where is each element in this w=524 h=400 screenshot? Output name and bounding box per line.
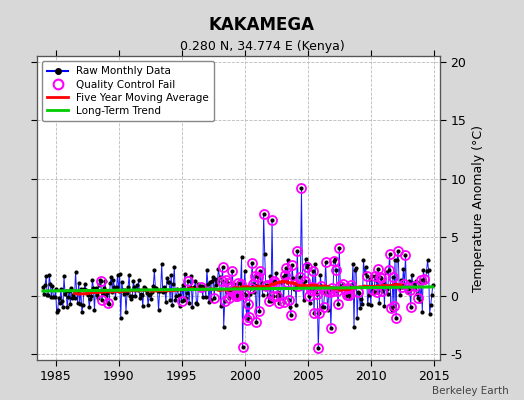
Text: Berkeley Earth: Berkeley Earth [432, 386, 508, 396]
Y-axis label: Temperature Anomaly (°C): Temperature Anomaly (°C) [472, 124, 485, 292]
Legend: Raw Monthly Data, Quality Control Fail, Five Year Moving Average, Long-Term Tren: Raw Monthly Data, Quality Control Fail, … [42, 61, 214, 121]
Text: 0.280 N, 34.774 E (Kenya): 0.280 N, 34.774 E (Kenya) [180, 40, 344, 53]
Text: KAKAMEGA: KAKAMEGA [209, 16, 315, 34]
